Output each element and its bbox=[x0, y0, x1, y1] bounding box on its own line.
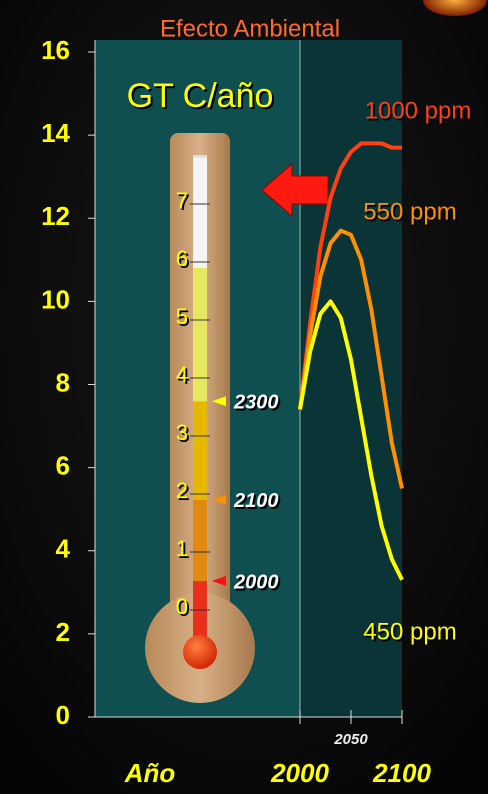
y-tick-label: 16 bbox=[41, 35, 70, 65]
series-label: 1000 ppm bbox=[365, 97, 472, 124]
x-tick-label: 2000 bbox=[270, 758, 329, 788]
y-tick-label: 12 bbox=[41, 201, 70, 231]
thermometer-band bbox=[193, 500, 207, 581]
thermometer-tick-label: 4 bbox=[176, 362, 188, 387]
y-tick-label: 4 bbox=[56, 534, 71, 564]
y-tick-label: 14 bbox=[41, 118, 70, 148]
y-axis-title: GT C/año bbox=[127, 77, 274, 115]
thermometer-marker-label: 2300 bbox=[233, 391, 279, 413]
panel-right bbox=[300, 40, 402, 717]
thermometer-tick-label: 1 bbox=[176, 536, 188, 561]
x-axis-title: Año bbox=[124, 758, 176, 788]
thermometer-tick-label: 0 bbox=[176, 594, 188, 619]
thermometer-tick-label: 5 bbox=[176, 304, 188, 329]
series-label: 550 ppm bbox=[363, 198, 456, 225]
thermometer-tick-label: 3 bbox=[176, 420, 188, 445]
thermometer-marker-label: 2100 bbox=[233, 490, 279, 512]
thermometer-tick-label: 7 bbox=[176, 188, 188, 213]
thermometer-marker-label: 2000 bbox=[233, 571, 279, 593]
x-tick-label: 2100 bbox=[372, 758, 431, 788]
thermometer-band bbox=[193, 158, 207, 268]
y-tick-label: 2 bbox=[56, 617, 70, 647]
y-tick-label: 0 bbox=[56, 700, 70, 730]
y-tick-label: 10 bbox=[41, 284, 70, 314]
thermometer-tick-label: 6 bbox=[176, 246, 188, 271]
x-tick-label: 2050 bbox=[333, 731, 368, 748]
thermometer-bulb bbox=[183, 635, 217, 669]
thermometer-tick-label: 2 bbox=[176, 478, 188, 503]
y-tick-label: 8 bbox=[56, 367, 70, 397]
thermometer-band bbox=[193, 268, 207, 401]
chart-title: Efecto Ambiental bbox=[160, 15, 340, 42]
chart: Efecto Ambiental GT C/año Año 0123456723… bbox=[0, 0, 488, 794]
y-tick-label: 6 bbox=[56, 451, 70, 481]
series-label: 450 ppm bbox=[363, 618, 456, 645]
thermometer-band bbox=[193, 401, 207, 500]
